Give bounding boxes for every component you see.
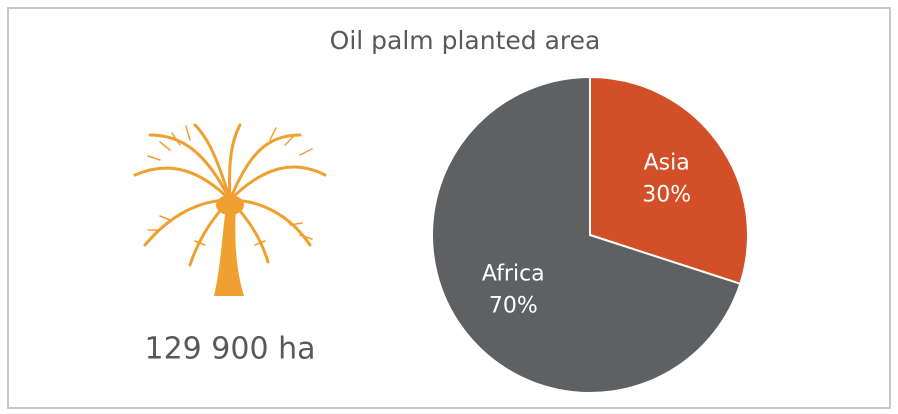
slice-value-label: 70% xyxy=(489,294,538,319)
slice-category-label: Asia xyxy=(644,150,690,175)
pie-slice xyxy=(589,75,749,286)
slice-value-label: 30% xyxy=(642,182,691,207)
pie-slice xyxy=(431,75,742,394)
annotation: 129 900 ha xyxy=(145,332,316,367)
chart-title: Oil palm planted area xyxy=(330,26,601,55)
slice-category-label: Africa xyxy=(482,262,545,287)
palm-tree-icon xyxy=(133,123,327,296)
